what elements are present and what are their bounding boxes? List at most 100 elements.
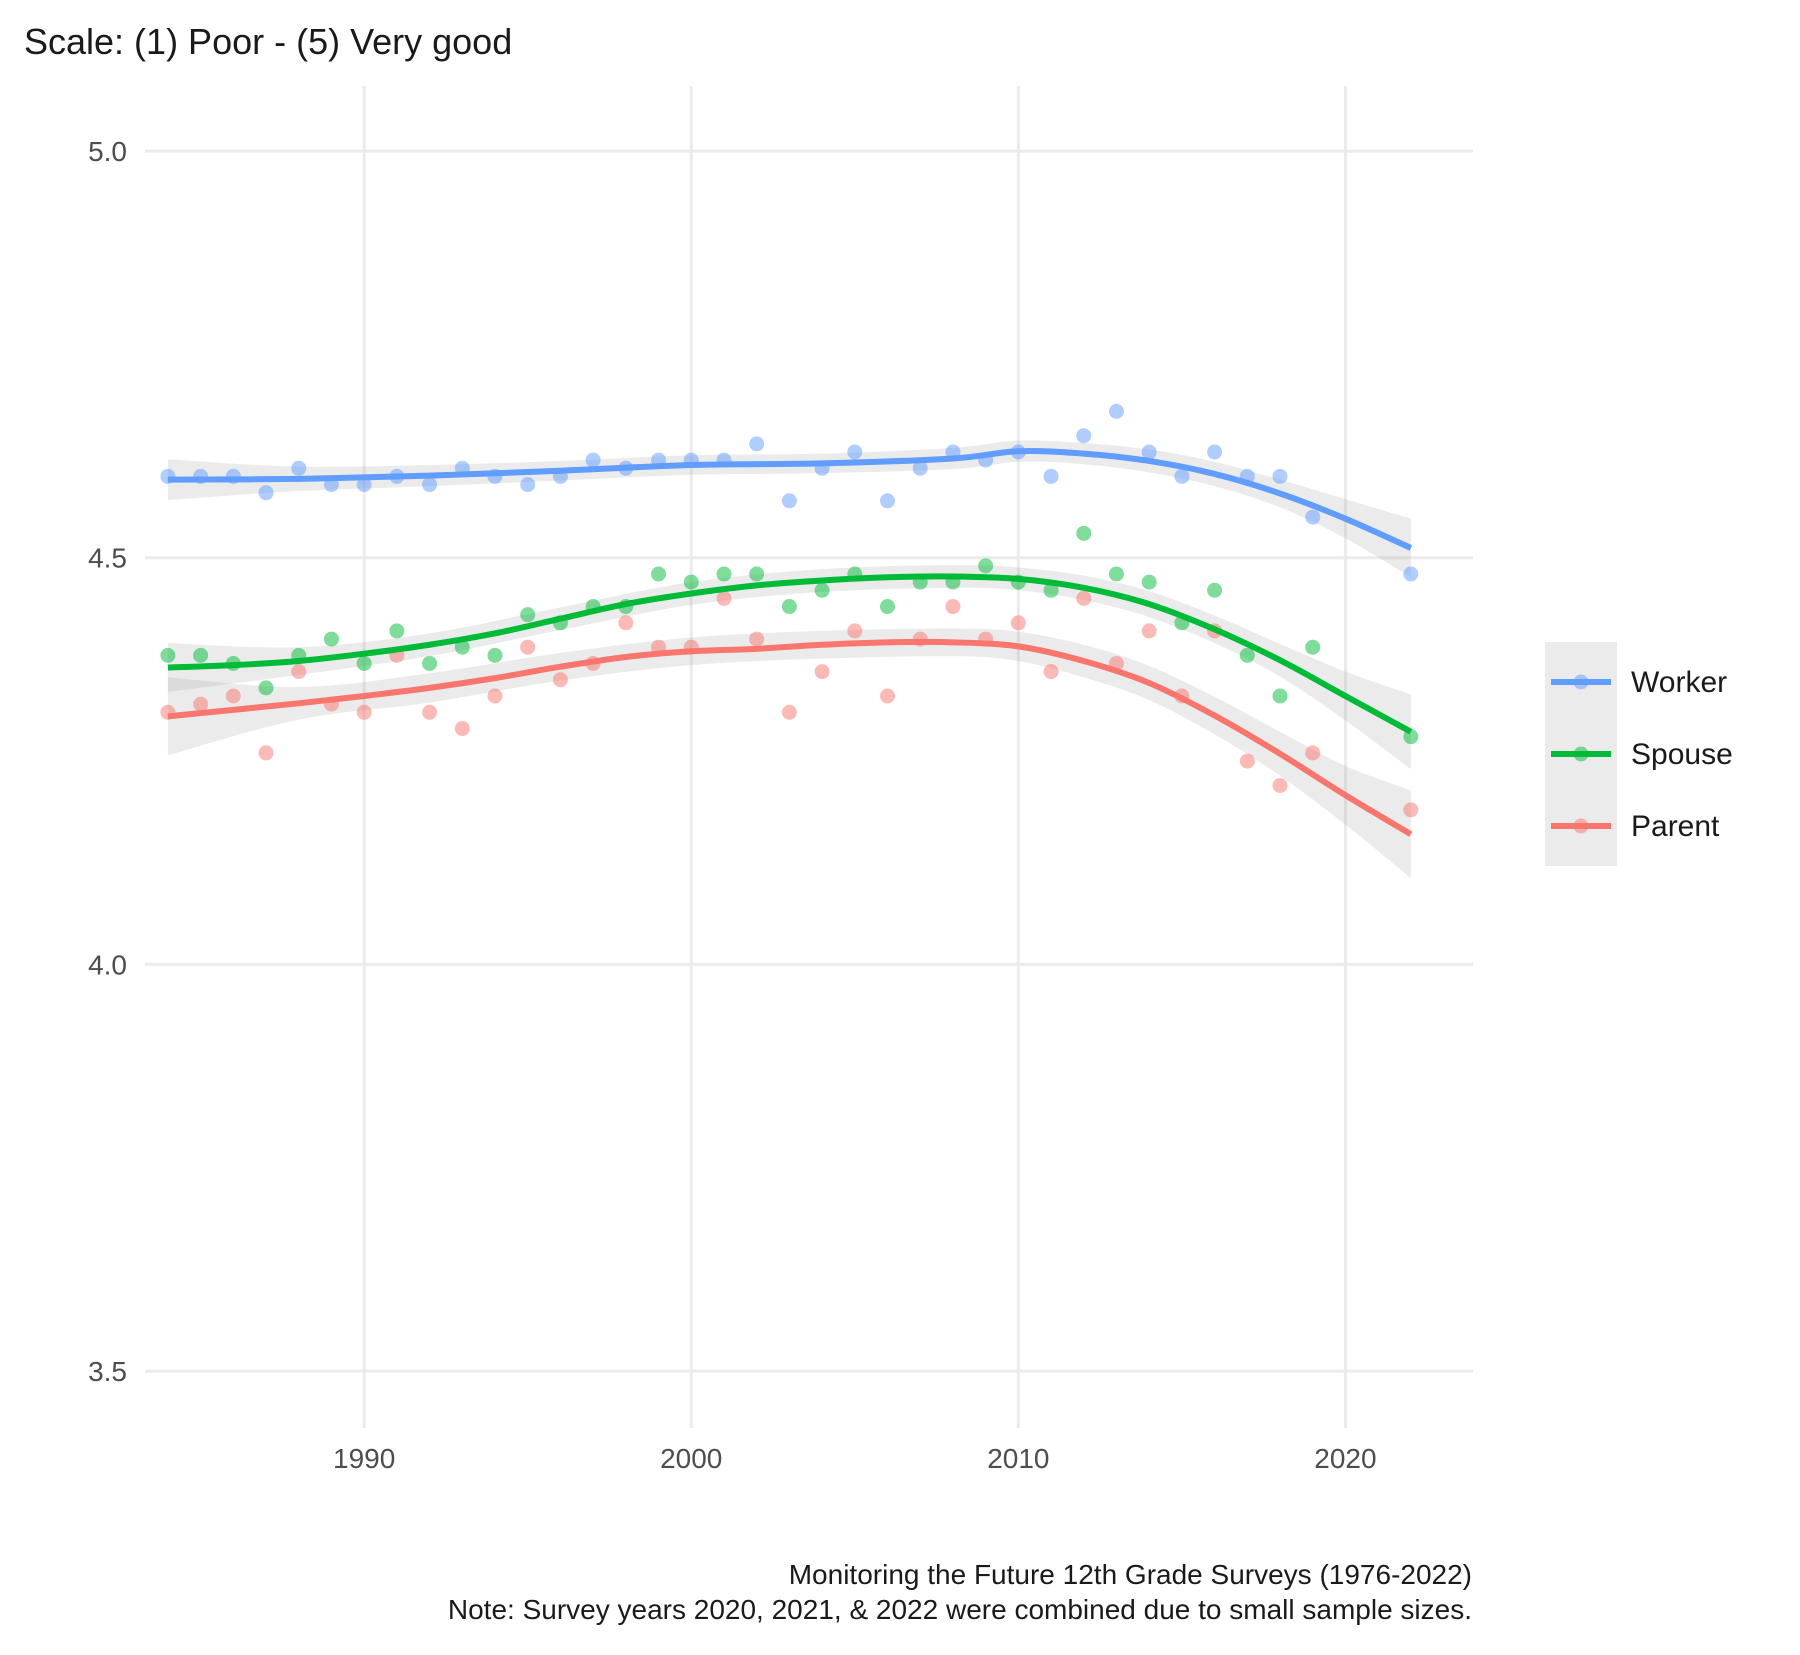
data-point-parent bbox=[291, 664, 307, 680]
data-point-spouse bbox=[389, 623, 405, 639]
data-point-worker bbox=[1272, 468, 1288, 484]
data-point-parent bbox=[258, 745, 274, 761]
legend-label-spouse: Spouse bbox=[1631, 738, 1733, 771]
data-point-worker bbox=[1141, 444, 1157, 460]
data-point-worker bbox=[258, 485, 274, 501]
data-point-parent bbox=[520, 639, 536, 655]
data-point-parent bbox=[618, 615, 634, 631]
data-point-parent bbox=[1010, 615, 1026, 631]
data-point-parent bbox=[1076, 590, 1092, 606]
data-point-spouse bbox=[781, 599, 797, 615]
data-point-spouse bbox=[422, 655, 438, 671]
x-tick-label: 2010 bbox=[987, 1443, 1049, 1474]
data-point-parent bbox=[356, 704, 372, 720]
smooth-line-spouse bbox=[167, 573, 1413, 735]
data-point-spouse bbox=[749, 566, 765, 582]
legend: Worker Spouse Parent bbox=[1545, 642, 1733, 866]
data-point-spouse bbox=[716, 566, 732, 582]
data-point-spouse bbox=[1305, 639, 1321, 655]
data-point-worker bbox=[1108, 403, 1124, 419]
data-point-spouse bbox=[160, 647, 176, 663]
data-point-parent bbox=[749, 631, 765, 647]
confidence-band-parent bbox=[167, 628, 1411, 879]
data-point-parent bbox=[1043, 664, 1059, 680]
data-point-parent bbox=[1272, 777, 1288, 793]
data-point-parent bbox=[1239, 753, 1255, 769]
legend-key-point-spouse bbox=[1573, 746, 1589, 762]
data-point-parent bbox=[225, 688, 241, 704]
data-point-parent bbox=[422, 704, 438, 720]
smooth-line-parent bbox=[167, 638, 1413, 837]
y-tick-label: 4.5 bbox=[88, 543, 127, 574]
data-point-parent bbox=[880, 688, 896, 704]
data-point-spouse bbox=[1076, 525, 1092, 541]
y-tick-label: 4.0 bbox=[88, 949, 127, 980]
data-point-spouse bbox=[1272, 688, 1288, 704]
data-point-spouse bbox=[978, 558, 994, 574]
data-point-worker bbox=[781, 493, 797, 509]
data-point-parent bbox=[1403, 802, 1419, 818]
x-tick-label: 2020 bbox=[1314, 1443, 1376, 1474]
data-point-spouse bbox=[258, 680, 274, 696]
data-point-parent bbox=[487, 688, 503, 704]
x-tick-label: 2000 bbox=[660, 1443, 722, 1474]
legend-key-point-worker bbox=[1573, 674, 1589, 690]
data-point-parent bbox=[1141, 623, 1157, 639]
y-tick-label: 5.0 bbox=[88, 136, 127, 167]
legend-label-parent: Parent bbox=[1631, 810, 1720, 843]
data-point-spouse bbox=[651, 566, 667, 582]
chart-caption-line-2: Note: Survey years 2020, 2021, & 2022 we… bbox=[448, 1594, 1472, 1625]
data-point-spouse bbox=[683, 574, 699, 590]
grid-layer bbox=[145, 86, 1473, 1428]
data-point-worker bbox=[1043, 468, 1059, 484]
y-tick-label: 3.5 bbox=[88, 1356, 127, 1387]
data-point-parent bbox=[1305, 745, 1321, 761]
data-point-worker bbox=[422, 477, 438, 493]
data-point-parent bbox=[193, 696, 209, 712]
data-point-parent bbox=[454, 721, 470, 737]
data-point-worker bbox=[847, 444, 863, 460]
data-point-spouse bbox=[1043, 582, 1059, 598]
smooth-layer bbox=[167, 447, 1413, 837]
data-point-spouse bbox=[487, 647, 503, 663]
data-point-worker bbox=[1076, 428, 1092, 444]
point-layer bbox=[160, 403, 1419, 818]
data-point-spouse bbox=[1108, 566, 1124, 582]
data-point-parent bbox=[781, 704, 797, 720]
data-point-spouse bbox=[454, 639, 470, 655]
axis-label-layer: 3.5 4.0 4.5 5.0 1990 2000 2010 2020 bbox=[88, 136, 1377, 1474]
x-tick-label: 1990 bbox=[333, 1443, 395, 1474]
data-point-worker bbox=[1403, 566, 1419, 582]
data-point-spouse bbox=[520, 607, 536, 623]
data-point-worker bbox=[912, 460, 928, 476]
data-point-spouse bbox=[1141, 574, 1157, 590]
data-point-worker bbox=[1305, 509, 1321, 525]
data-point-spouse bbox=[880, 599, 896, 615]
chart-caption-line-1: Monitoring the Future 12th Grade Surveys… bbox=[789, 1559, 1472, 1590]
smooth-line-worker bbox=[167, 447, 1413, 551]
data-point-spouse bbox=[193, 647, 209, 663]
legend-label-worker: Worker bbox=[1631, 666, 1727, 699]
data-point-worker bbox=[1207, 444, 1223, 460]
data-point-spouse bbox=[1207, 582, 1223, 598]
data-point-worker bbox=[520, 477, 536, 493]
data-point-parent bbox=[552, 672, 568, 688]
data-point-spouse bbox=[356, 655, 372, 671]
data-point-worker bbox=[1174, 468, 1190, 484]
data-point-spouse bbox=[1239, 647, 1255, 663]
data-point-parent bbox=[847, 623, 863, 639]
chart-title: Scale: (1) Poor - (5) Very good bbox=[24, 21, 512, 62]
data-point-spouse bbox=[323, 631, 339, 647]
data-point-spouse bbox=[814, 582, 830, 598]
data-point-worker bbox=[880, 493, 896, 509]
data-point-parent bbox=[945, 599, 961, 615]
legend-key-point-parent bbox=[1573, 818, 1589, 834]
data-point-parent bbox=[716, 590, 732, 606]
data-point-worker bbox=[356, 477, 372, 493]
data-point-worker bbox=[585, 452, 601, 468]
data-point-worker bbox=[291, 460, 307, 476]
data-point-worker bbox=[749, 436, 765, 452]
